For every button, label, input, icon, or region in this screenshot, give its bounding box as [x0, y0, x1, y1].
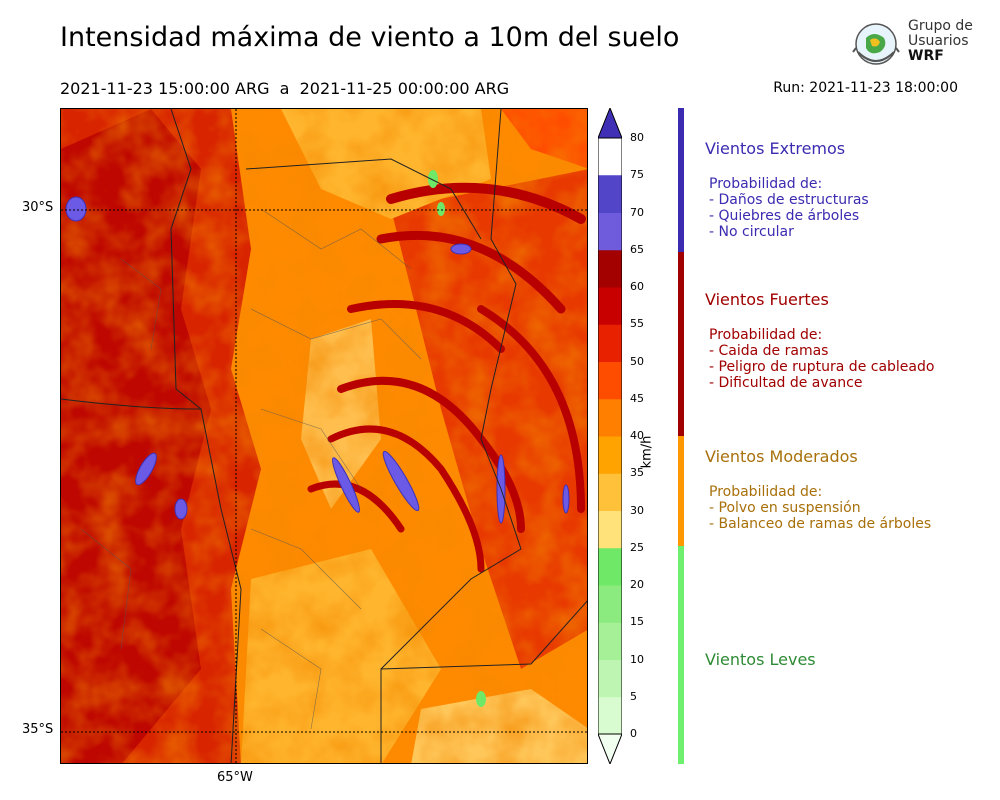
category-desc-line: - Polvo en suspensión: [709, 500, 861, 516]
category-title: Vientos Moderados: [705, 447, 858, 466]
colorbar-bin: [598, 510, 622, 549]
category-desc-line: - No circular: [709, 224, 794, 240]
colorbar-tick-label: 75: [630, 168, 644, 182]
page-title: Intensidad máxima de viento a 10m del su…: [60, 22, 680, 53]
colorbar-tick-label: 45: [630, 391, 644, 405]
colorbar-bin: [598, 696, 622, 735]
category-desc-line: Probabilidad de:: [709, 484, 823, 500]
colorbar-tick-label: 5: [630, 689, 637, 703]
logo-globe-icon: [852, 23, 900, 65]
category-title: Vientos Extremos: [705, 139, 846, 158]
category-desc-line: Probabilidad de:: [709, 327, 823, 343]
colorbar-bin: [598, 287, 622, 325]
category-bar-moderados: [678, 436, 684, 546]
colorbar-bin: [598, 547, 622, 586]
colorbar-tick-label: 65: [630, 242, 644, 256]
logo: Grupo de Usuarios WRF: [848, 18, 978, 74]
colorbar-tick-label: 70: [630, 205, 644, 219]
colorbar-bin: [598, 436, 622, 474]
category-title: Vientos Fuertes: [705, 290, 829, 309]
category-desc-line: - Quiebres de árboles: [709, 208, 860, 224]
category-title: Vientos Leves: [705, 650, 816, 669]
colorbar-tick-label: 10: [630, 652, 644, 666]
colorbar-tick-label: 80: [630, 131, 644, 144]
lon-label-65w: 65°W: [217, 770, 253, 785]
category-desc-line: Probabilidad de:: [709, 176, 823, 192]
colorbar-bin: [598, 398, 622, 437]
colorbar-bin: [598, 212, 622, 251]
colorbar-bin: [598, 622, 622, 660]
colorbar-tick-label: 35: [630, 466, 644, 480]
category-desc-line: - Daños de estructuras: [709, 192, 869, 208]
colorbar-tick-label: 55: [630, 317, 644, 331]
category-desc-line: - Peligro de ruptura de cableado: [709, 359, 935, 375]
category-bar-extremos: [678, 108, 684, 252]
colorbar-bin: [598, 361, 622, 400]
category-fuertes: Vientos Fuertes Probabilidad de: - Caida…: [705, 290, 934, 391]
category-desc-line: - Balanceo de ramas de árboles: [709, 516, 932, 532]
category-moderados: Vientos Moderados Probabilidad de: - Pol…: [705, 447, 931, 532]
category-bar-fuertes: [678, 252, 684, 436]
colorbar-bin: [598, 659, 622, 698]
colorbar-bin: [598, 473, 622, 511]
wind-map: [60, 108, 588, 764]
run-time: Run: 2021-11-23 18:00:00: [773, 80, 958, 96]
period-subtitle: 2021-11-23 15:00:00 ARG a 2021-11-25 00:…: [60, 79, 510, 98]
logo-text-line3: WRF: [908, 48, 944, 64]
colorbar-bin: [598, 585, 622, 623]
colorbar-tick-label: 20: [630, 578, 644, 591]
colorbar: [598, 108, 622, 764]
colorbar-unit: km/h: [639, 435, 655, 469]
colorbar-bin: [598, 175, 622, 213]
logo-text-line1: Grupo de: [908, 18, 973, 34]
category-leves: Vientos Leves: [705, 650, 816, 669]
colorbar-bin: [598, 249, 622, 288]
lat-label-30s: 30°S: [22, 200, 54, 215]
colorbar-tick-label: 40: [630, 429, 644, 442]
category-bar-leves: [678, 546, 684, 764]
category-extremos: Vientos Extremos Probabilidad de: - Daño…: [705, 139, 869, 240]
colorbar-tick-label: 15: [630, 615, 644, 629]
category-desc-line: - Caida de ramas: [709, 343, 829, 359]
logo-text-line2: Usuarios: [908, 33, 969, 49]
colorbar-tick-label: 60: [630, 280, 644, 293]
colorbar-bin: [598, 324, 622, 362]
colorbar-tick-label: 0: [630, 727, 637, 740]
colorbar-tick-label: 25: [630, 540, 644, 554]
category-desc-line: - Dificultad de avance: [709, 375, 863, 391]
lat-label-35s: 35°S: [22, 722, 54, 737]
colorbar-tick-label: 50: [630, 354, 644, 368]
colorbar-tick-label: 30: [630, 503, 644, 517]
